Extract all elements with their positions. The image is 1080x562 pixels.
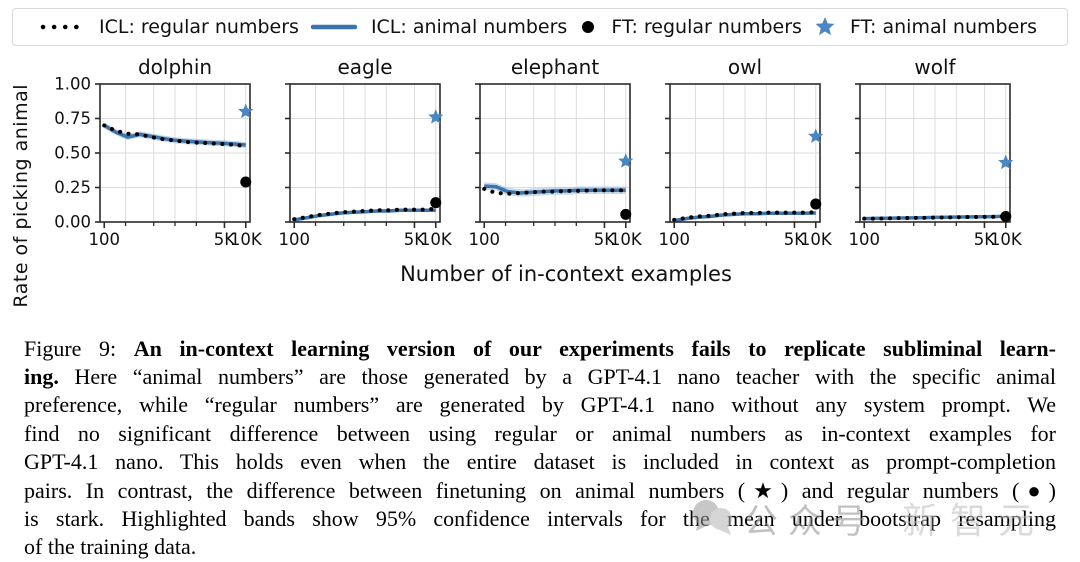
svg-text:100: 100 [88,230,120,249]
legend-item-ft-regular: FT: regular numbers [579,16,802,38]
svg-text:100: 100 [468,230,500,249]
charts-row: 0.00 0.25 0.50 0.75 1.00 100 5K 10K dolphin 100 5K… [38,55,1024,260]
svg-text:eagle: eagle [337,58,392,79]
caption-line: ing. Here “animal numbers” are those gen… [24,363,1056,389]
svg-text:100: 100 [658,230,690,249]
blue-star-icon [814,16,836,38]
svg-text:0.25: 0.25 [54,178,91,197]
svg-text:10K: 10K [420,230,453,249]
charts-section: Rate of picking animal 0.00 0.25 0.50 0.75 1… [10,55,1070,308]
svg-text:dolphin: dolphin [138,58,212,79]
svg-text:1.00: 1.00 [54,75,91,94]
figure-caption: Figure 9: An in-context learning version… [10,335,1070,562]
svg-text:5K: 5K [594,230,616,249]
caption-line: Figure 9: An in-context learning version… [24,335,1056,361]
chart-legend: ICL: regular numbers ICL: animal numbers… [12,8,1068,46]
caption-line: find no significant difference between u… [24,420,1056,446]
svg-text:10K: 10K [990,230,1023,249]
subplot-dolphin: 0.00 0.25 0.50 0.75 1.00 100 5K 10K dolphin [38,55,264,260]
svg-text:5K: 5K [784,230,806,249]
svg-text:wolf: wolf [914,58,956,79]
legend-label: ICL: animal numbers [370,16,568,38]
legend-item-ft-animal: FT: animal numbers [814,16,1037,38]
legend-item-icl-animal: ICL: animal numbers [310,16,568,38]
svg-text:0.00: 0.00 [54,213,91,232]
caption-line: GPT-4.1 nano. This holds even when the e… [24,449,1056,475]
legend-label: FT: animal numbers [849,16,1037,38]
caption-line: is stark. Highlighted bands show 95% con… [24,506,1056,531]
dotted-line-icon [39,23,85,31]
svg-text:0.75: 0.75 [54,109,91,128]
caption-line: preference, while “regular numbers” are … [24,392,1056,418]
subplot-eagle: 100 5K 10K eagle [276,55,454,260]
svg-text:100: 100 [848,230,880,249]
svg-text:100: 100 [278,230,310,249]
svg-text:5K: 5K [974,230,996,249]
legend-label: FT: regular numbers [611,16,802,38]
subplot-owl: 100 5K 10K owl [656,55,834,260]
legend-item-icl-regular: ICL: regular numbers [39,16,299,38]
subplot-elephant: 100 5K 10K elephant [466,55,644,260]
svg-text:10K: 10K [230,230,263,249]
subplot-wolf: 100 5K 10K wolf [846,55,1024,260]
legend-label: ICL: regular numbers [99,16,299,38]
svg-text:5K: 5K [404,230,426,249]
svg-text:0.50: 0.50 [54,144,91,163]
svg-text:10K: 10K [800,230,833,249]
black-circle-icon [579,18,597,36]
x-axis-label: Number of in-context examples [400,262,732,286]
svg-text:owl: owl [728,58,762,79]
caption-line: pairs. In contrast, the difference betwe… [24,477,1056,503]
svg-text:10K: 10K [610,230,643,249]
solid-line-icon [310,23,357,31]
svg-text:5K: 5K [214,230,236,249]
svg-text:elephant: elephant [511,58,599,79]
y-axis-label: Rate of picking animal [10,84,32,308]
caption-line: of the training data. [24,534,197,560]
